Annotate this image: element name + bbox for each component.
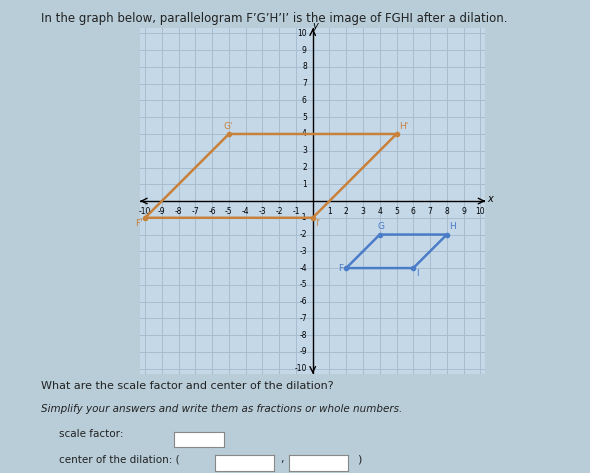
Text: In the graph below, parallelogram F’G’H’I’ is the image of FGHI after a dilation: In the graph below, parallelogram F’G’H’… xyxy=(41,12,508,25)
Text: 3: 3 xyxy=(360,207,365,216)
Text: -1: -1 xyxy=(292,207,300,216)
Text: Simplify your answers and write them as fractions or whole numbers.: Simplify your answers and write them as … xyxy=(41,404,402,414)
Text: -6: -6 xyxy=(208,207,216,216)
Text: 2: 2 xyxy=(302,163,307,172)
Text: 3: 3 xyxy=(302,146,307,155)
Text: -4: -4 xyxy=(242,207,250,216)
Text: G': G' xyxy=(224,122,234,131)
Text: I: I xyxy=(416,270,418,279)
Text: 9: 9 xyxy=(302,46,307,55)
Text: -5: -5 xyxy=(299,280,307,289)
Text: -4: -4 xyxy=(299,263,307,272)
Text: 2: 2 xyxy=(344,207,349,216)
Text: center of the dilation: (: center of the dilation: ( xyxy=(59,454,179,464)
Text: ,: , xyxy=(280,454,284,464)
Text: -3: -3 xyxy=(299,247,307,256)
Text: 6: 6 xyxy=(302,96,307,105)
Text: 5: 5 xyxy=(394,207,399,216)
Text: -2: -2 xyxy=(276,207,283,216)
Text: 10: 10 xyxy=(297,29,307,38)
Text: -2: -2 xyxy=(299,230,307,239)
Text: -7: -7 xyxy=(299,314,307,323)
Text: 9: 9 xyxy=(461,207,466,216)
Text: 1: 1 xyxy=(327,207,332,216)
Text: ): ) xyxy=(357,454,361,464)
Text: 7: 7 xyxy=(302,79,307,88)
Text: 6: 6 xyxy=(411,207,416,216)
Text: H': H' xyxy=(399,122,408,131)
Text: x: x xyxy=(487,193,493,203)
Text: 1: 1 xyxy=(302,180,307,189)
Text: 10: 10 xyxy=(476,207,485,216)
Text: I': I' xyxy=(315,219,320,228)
Text: 5: 5 xyxy=(302,113,307,122)
Text: -8: -8 xyxy=(299,331,307,340)
Text: -6: -6 xyxy=(299,297,307,306)
Text: G: G xyxy=(377,222,384,231)
Text: 8: 8 xyxy=(444,207,449,216)
Text: H: H xyxy=(450,222,456,231)
Text: -3: -3 xyxy=(258,207,266,216)
Text: -5: -5 xyxy=(225,207,232,216)
Text: 7: 7 xyxy=(428,207,432,216)
Text: -9: -9 xyxy=(299,347,307,356)
Text: 8: 8 xyxy=(302,62,307,71)
Text: scale factor:: scale factor: xyxy=(59,429,123,439)
Text: F': F' xyxy=(135,219,143,228)
Text: What are the scale factor and center of the dilation?: What are the scale factor and center of … xyxy=(41,381,334,391)
Text: -9: -9 xyxy=(158,207,166,216)
Text: y: y xyxy=(312,21,318,31)
Text: 4: 4 xyxy=(302,130,307,139)
Text: -7: -7 xyxy=(192,207,199,216)
Text: -8: -8 xyxy=(175,207,182,216)
Text: -10: -10 xyxy=(294,364,307,373)
Text: -10: -10 xyxy=(139,207,151,216)
Text: 4: 4 xyxy=(378,207,382,216)
Text: -1: -1 xyxy=(299,213,307,222)
Text: F: F xyxy=(338,264,343,273)
